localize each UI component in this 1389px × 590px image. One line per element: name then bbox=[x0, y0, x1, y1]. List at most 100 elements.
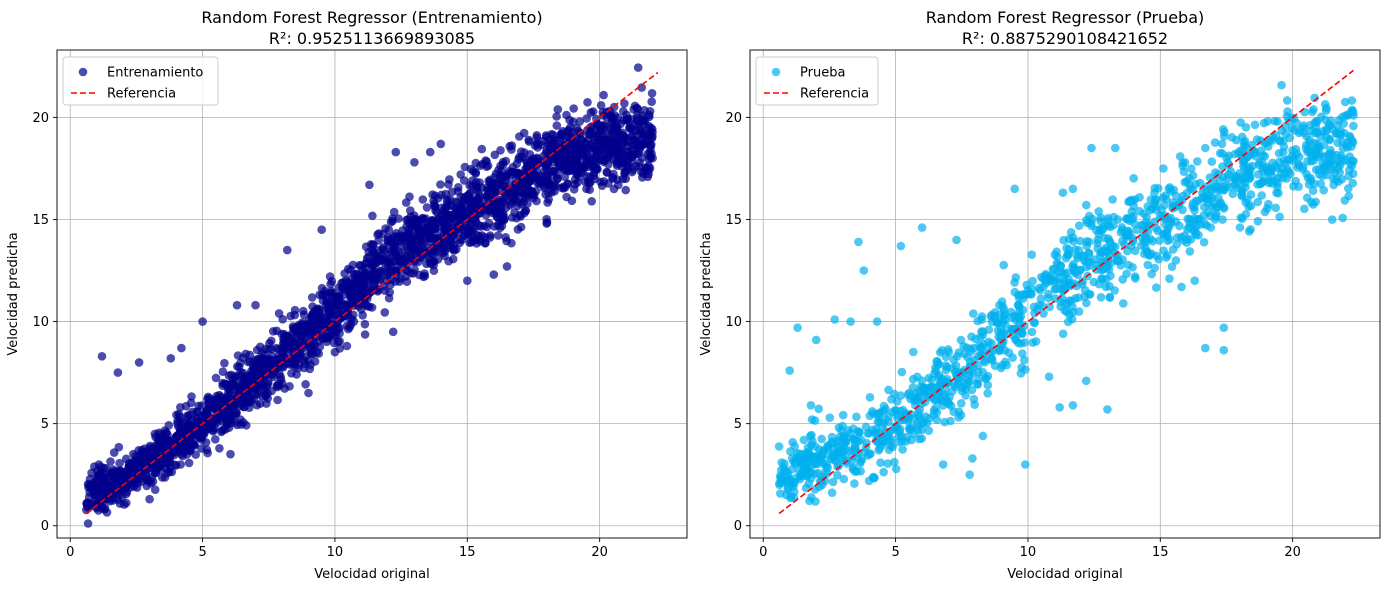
data-point bbox=[1013, 338, 1023, 348]
data-point bbox=[625, 123, 635, 132]
data-point-outlier bbox=[198, 317, 207, 326]
data-point bbox=[1271, 203, 1280, 213]
data-point bbox=[249, 363, 259, 373]
data-point-outlier bbox=[502, 262, 512, 271]
data-point bbox=[471, 158, 481, 168]
data-point bbox=[396, 255, 406, 265]
data-point bbox=[515, 210, 525, 220]
data-point bbox=[583, 98, 592, 107]
data-point bbox=[810, 485, 820, 494]
data-point bbox=[1173, 233, 1182, 242]
data-point bbox=[1202, 221, 1212, 230]
data-point bbox=[648, 132, 657, 141]
data-point bbox=[1137, 220, 1146, 230]
data-point bbox=[1270, 116, 1280, 126]
data-point bbox=[389, 232, 399, 241]
data-point bbox=[262, 382, 272, 392]
y-tick-label: 0 bbox=[41, 519, 49, 534]
data-point bbox=[342, 341, 352, 351]
data-point bbox=[532, 133, 542, 142]
data-point bbox=[360, 319, 370, 329]
data-point bbox=[415, 270, 424, 280]
data-point bbox=[449, 239, 459, 249]
data-point bbox=[976, 332, 985, 342]
data-point bbox=[252, 345, 262, 355]
data-point bbox=[553, 105, 563, 114]
chart-panel-1: 0 5 10 15 20 0 5 10 15 20 Velocidad original Veloci… bbox=[6, 8, 688, 582]
data-point bbox=[210, 395, 220, 405]
data-point bbox=[379, 243, 388, 252]
y-tick-label: 10 bbox=[725, 315, 742, 330]
data-point bbox=[598, 108, 608, 117]
data-point bbox=[799, 435, 809, 445]
data-point bbox=[924, 373, 934, 383]
data-point bbox=[1244, 165, 1253, 174]
data-point bbox=[1103, 213, 1113, 223]
data-point bbox=[1163, 250, 1172, 260]
data-point bbox=[245, 350, 255, 360]
data-point bbox=[1082, 200, 1091, 210]
data-point bbox=[1068, 233, 1078, 242]
data-point bbox=[609, 184, 619, 194]
data-point bbox=[90, 462, 99, 471]
data-point-outlier bbox=[330, 347, 340, 357]
data-point bbox=[88, 486, 98, 495]
data-point bbox=[562, 148, 571, 158]
data-point bbox=[1306, 176, 1316, 185]
data-point-outlier bbox=[811, 335, 821, 345]
data-point bbox=[799, 449, 809, 459]
data-point bbox=[1085, 211, 1094, 221]
data-point bbox=[308, 309, 318, 319]
data-point bbox=[929, 385, 938, 394]
legend-label: Referencia bbox=[107, 87, 176, 102]
data-point bbox=[547, 188, 556, 197]
data-point bbox=[490, 150, 500, 160]
data-point bbox=[508, 167, 517, 177]
data-point bbox=[633, 63, 643, 72]
data-point bbox=[1036, 294, 1046, 304]
data-point bbox=[808, 455, 818, 464]
data-point bbox=[402, 277, 412, 287]
x-tick-label: 20 bbox=[591, 545, 608, 560]
data-point bbox=[1349, 121, 1358, 131]
data-point bbox=[1073, 253, 1082, 263]
data-point bbox=[795, 472, 805, 481]
data-point bbox=[1074, 293, 1083, 302]
data-point bbox=[1210, 138, 1220, 147]
data-point-outlier bbox=[1068, 184, 1078, 194]
data-point bbox=[1324, 149, 1333, 159]
data-point bbox=[1018, 349, 1027, 358]
data-point bbox=[526, 176, 535, 186]
data-point bbox=[295, 353, 304, 363]
data-point bbox=[1283, 155, 1292, 164]
data-point bbox=[343, 300, 352, 309]
data-point bbox=[1058, 188, 1068, 197]
data-point bbox=[386, 247, 396, 256]
data-point bbox=[973, 380, 983, 389]
data-point bbox=[288, 343, 298, 353]
data-point bbox=[480, 232, 490, 242]
data-point bbox=[935, 348, 945, 357]
data-point-outlier bbox=[917, 223, 927, 232]
data-point bbox=[507, 141, 517, 150]
data-point-outlier bbox=[978, 431, 988, 441]
data-point bbox=[1300, 204, 1309, 214]
data-point bbox=[602, 168, 612, 177]
data-point bbox=[1281, 129, 1291, 139]
data-point bbox=[471, 177, 481, 187]
data-point bbox=[1085, 261, 1094, 270]
data-point bbox=[1052, 258, 1062, 268]
data-point bbox=[338, 278, 348, 287]
data-point bbox=[1235, 223, 1245, 232]
data-point bbox=[232, 408, 241, 418]
data-point bbox=[1246, 173, 1255, 182]
data-point bbox=[1188, 171, 1198, 180]
data-point bbox=[1060, 269, 1069, 279]
data-point bbox=[444, 256, 453, 266]
data-point bbox=[1340, 196, 1350, 205]
plot-area bbox=[774, 69, 1358, 515]
data-point-outlier bbox=[1201, 143, 1210, 153]
data-point bbox=[893, 414, 902, 423]
data-point bbox=[588, 107, 598, 116]
data-point bbox=[343, 324, 353, 334]
